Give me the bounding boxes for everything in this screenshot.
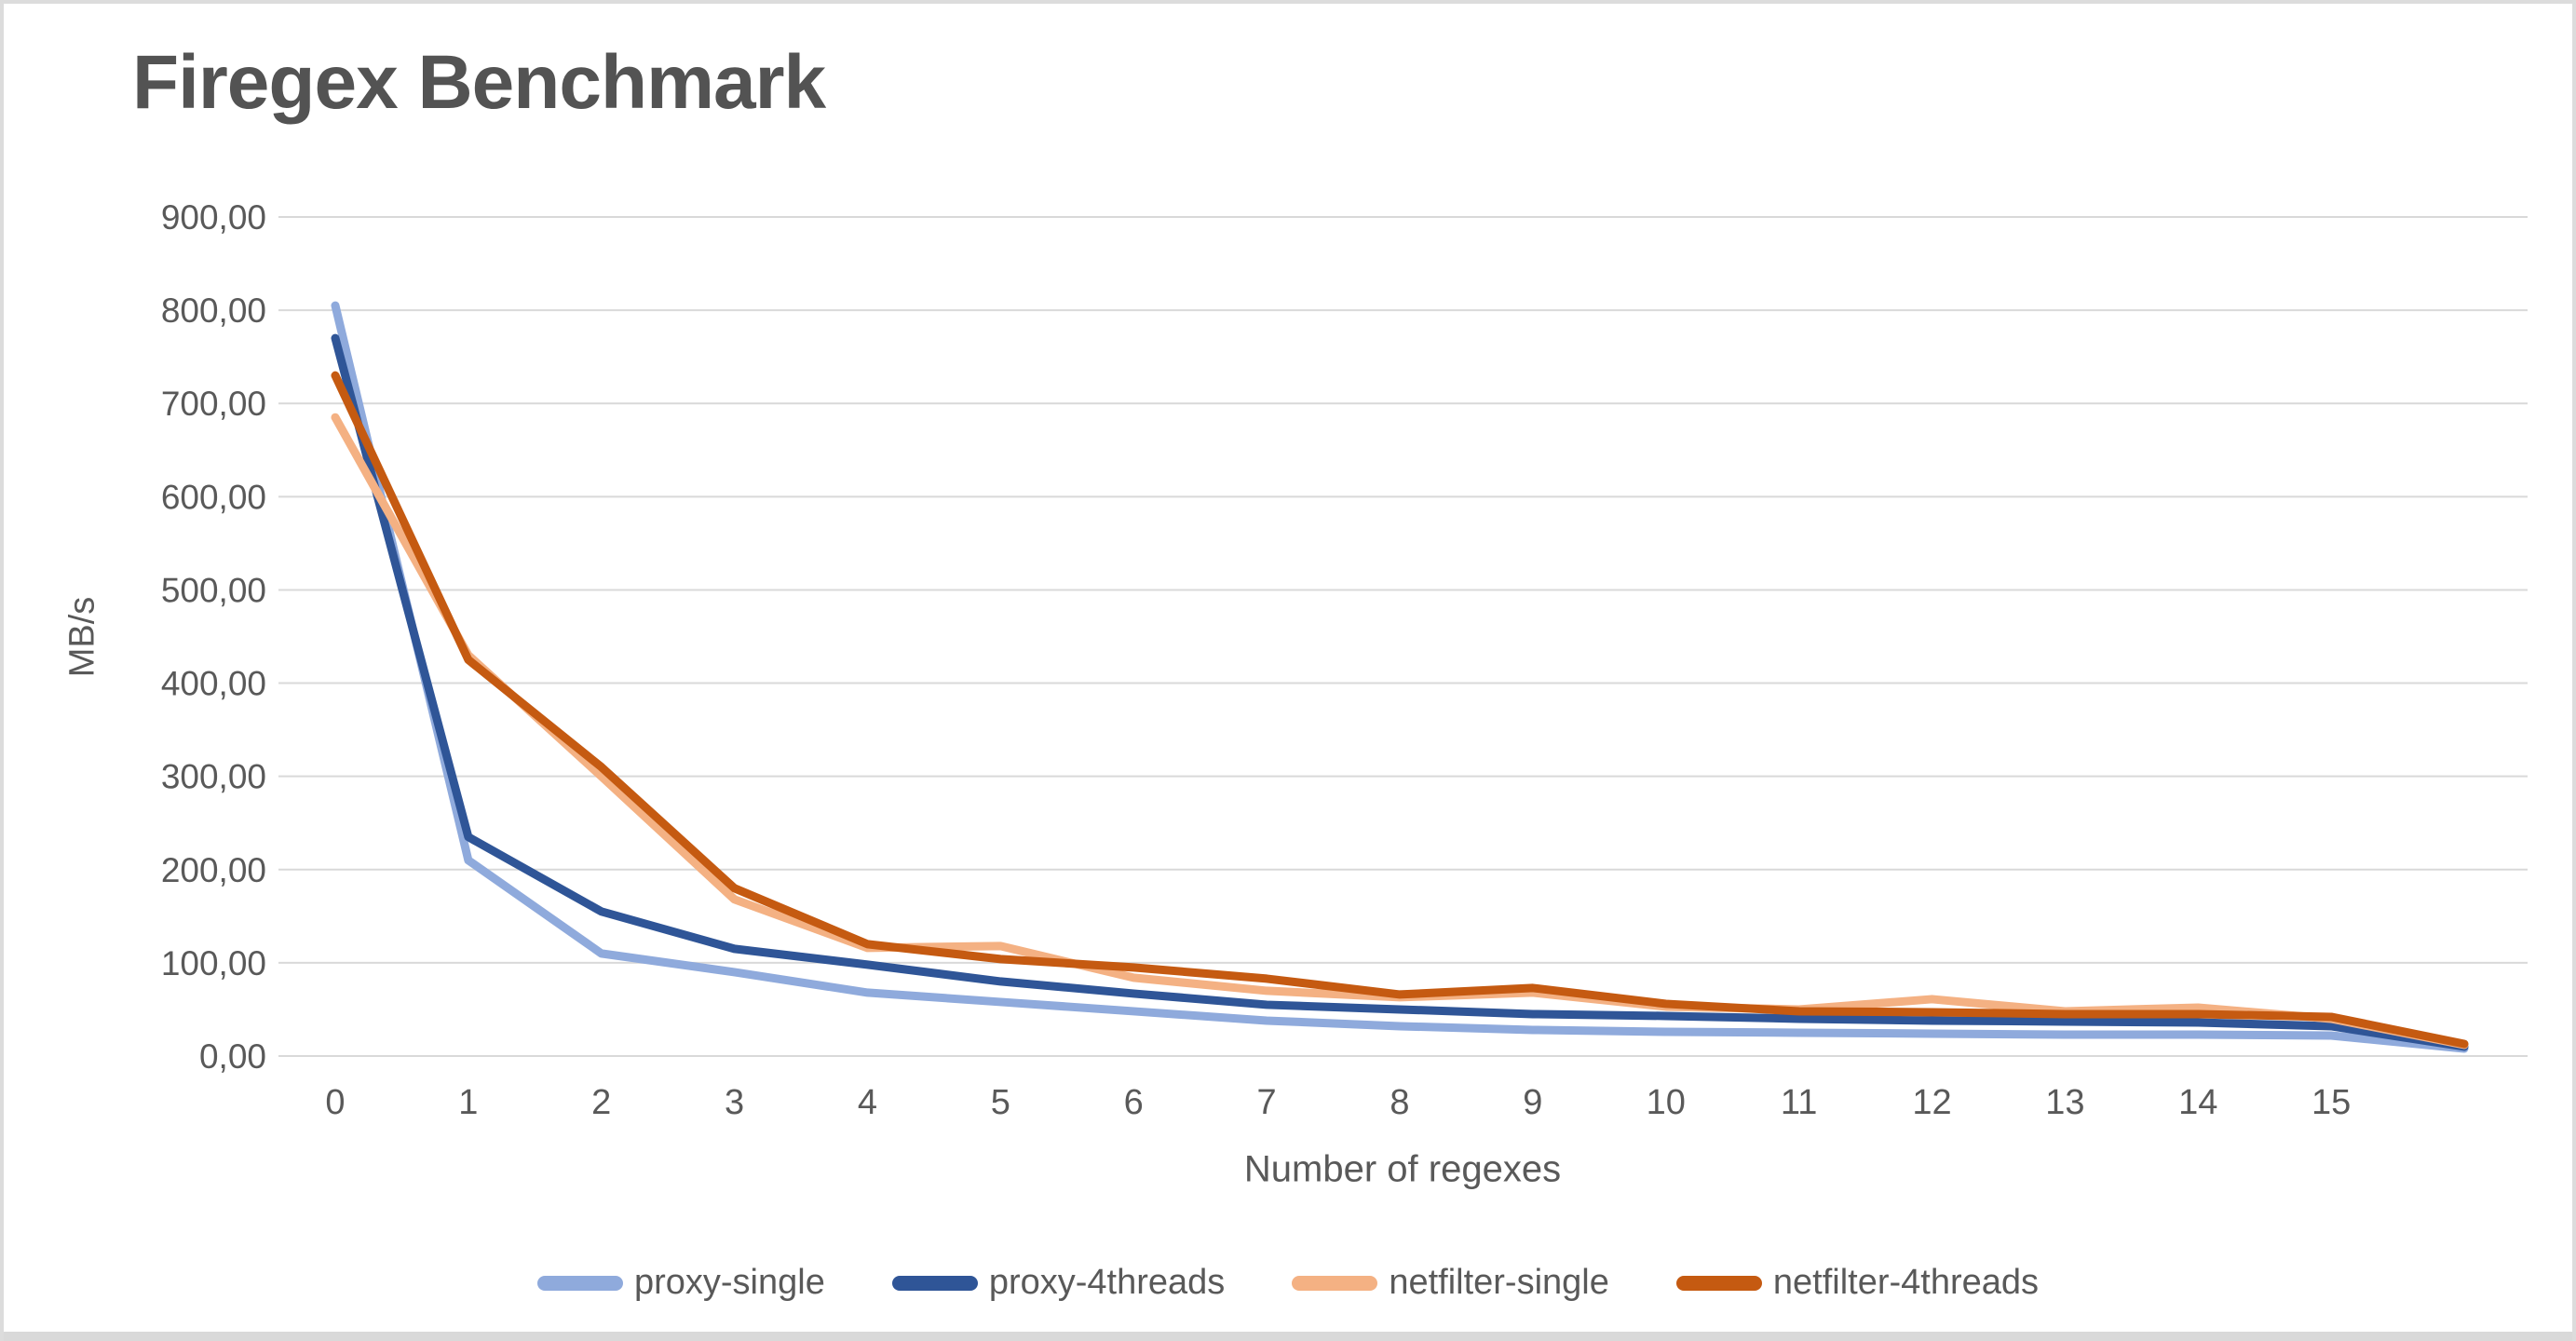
legend-item-proxy-4threads: proxy-4threads xyxy=(891,1263,1226,1303)
x-tick-label: 2 xyxy=(591,1083,611,1122)
window-bottom-edge xyxy=(4,1332,2572,1341)
series-line-netfilter-single xyxy=(331,413,2469,1050)
x-tick-label: 15 xyxy=(2312,1083,2351,1122)
y-tick-label: 200,00 xyxy=(161,851,266,889)
x-tick-label: 13 xyxy=(2045,1083,2084,1122)
x-tick-label: 14 xyxy=(2178,1083,2217,1122)
legend-swatch-icon xyxy=(1292,1275,1378,1291)
x-tick-label: 10 xyxy=(1647,1083,1686,1122)
y-tick-label: 100,00 xyxy=(161,944,266,982)
legend-item-netfilter-single: netfilter-single xyxy=(1292,1263,1609,1303)
x-tick-label: 9 xyxy=(1523,1083,1542,1122)
x-tick-label: 12 xyxy=(1912,1083,1951,1122)
legend-label: netfilter-single xyxy=(1389,1263,1609,1302)
x-axis-title: Number of regexes xyxy=(1243,1148,1562,1190)
legend-swatch-icon xyxy=(1675,1275,1762,1291)
chart-legend: proxy-single proxy-4threads netfilter-sing… xyxy=(4,1263,2572,1303)
x-tick-label: 4 xyxy=(858,1083,877,1122)
y-tick-label: 0,00 xyxy=(199,1037,266,1076)
legend-label: proxy-4threads xyxy=(988,1263,1226,1302)
x-tick-label: 11 xyxy=(1781,1083,1817,1122)
y-tick-label: 800,00 xyxy=(161,291,266,330)
y-tick-label: 500,00 xyxy=(161,571,266,609)
x-tick-label: 6 xyxy=(1124,1083,1144,1122)
legend-label: proxy-single xyxy=(633,1263,825,1302)
x-tick-label: 8 xyxy=(1390,1083,1409,1122)
y-tick-label: 400,00 xyxy=(161,665,266,703)
x-tick-label: 3 xyxy=(725,1083,744,1122)
y-tick-label: 700,00 xyxy=(161,385,266,423)
series-line-netfilter-4threads xyxy=(331,371,2469,1049)
legend-label: netfilter-4threads xyxy=(1772,1263,2040,1302)
legend-swatch-icon xyxy=(891,1275,978,1291)
legend-item-netfilter-4threads: netfilter-4threads xyxy=(1675,1263,2040,1303)
y-tick-label: 600,00 xyxy=(161,478,266,516)
y-tick-label: 900,00 xyxy=(161,198,266,237)
legend-swatch-icon xyxy=(536,1275,623,1291)
chart-plot-area: 0,00 100,00 200,00 300,00 400,00 500,00 600,00… xyxy=(161,198,2528,1122)
x-tick-label: 7 xyxy=(1257,1083,1277,1122)
series-line-proxy-single xyxy=(331,301,2469,1053)
x-tick-label: 1 xyxy=(458,1083,478,1122)
y-tick-label: 300,00 xyxy=(161,758,266,796)
chart-title: Firegex Benchmark xyxy=(132,40,826,125)
series-line-proxy-4threads xyxy=(331,333,2469,1051)
x-tick-label: 0 xyxy=(325,1083,345,1122)
legend-item-proxy-single: proxy-single xyxy=(536,1263,825,1303)
x-tick-label: 5 xyxy=(991,1083,1010,1122)
